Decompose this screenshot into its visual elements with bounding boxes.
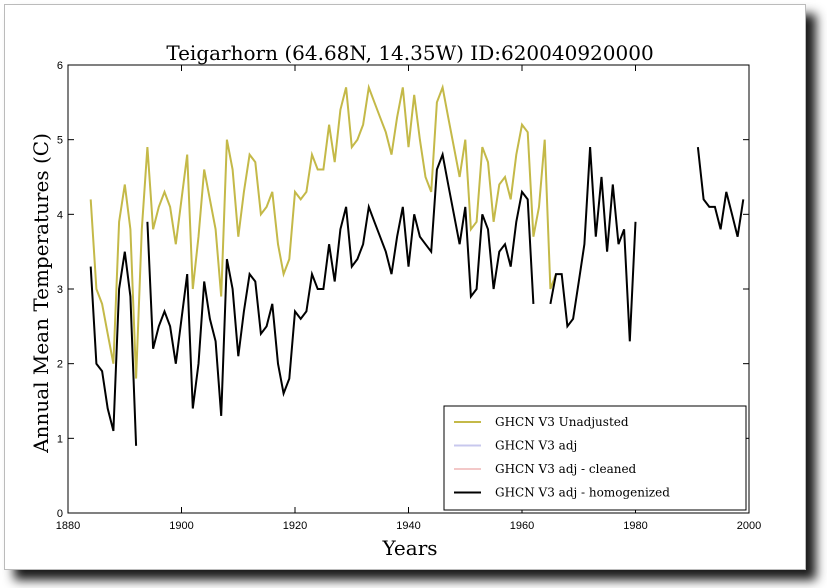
x-tick-label: 1880 [56, 520, 80, 532]
legend-label-2: GHCN V3 adj - cleaned [495, 462, 637, 476]
legend-label-1: GHCN V3 adj [495, 439, 577, 453]
chart-svg: Teigarhorn (64.68N, 14.35W) ID:620040920… [29, 41, 761, 560]
x-axis-label: Years [381, 536, 437, 560]
x-tick-label: 1920 [283, 520, 307, 532]
x-tick-label: 1980 [623, 520, 647, 532]
legend-box [443, 405, 747, 511]
legend: GHCN V3 Unadjusted GHCN V3 adj GHCN V3 adj… [443, 405, 747, 511]
legend-label-3: GHCN V3 adj - homogenized [495, 486, 670, 500]
y-tick-label: 0 [57, 508, 63, 520]
y-tick-label: 2 [57, 359, 63, 371]
y-tick-label: 6 [57, 60, 63, 72]
y-tick-label: 3 [57, 284, 63, 296]
series-line-ghcn-v3-adj-homogenized-seg2 [549, 147, 637, 342]
legend-label-0: GHCN V3 Unadjusted [495, 415, 629, 429]
series-line-ghcn-v3-unadjusted [89, 83, 557, 379]
chart-frame: Teigarhorn (64.68N, 14.35W) ID:620040920… [4, 4, 806, 570]
x-tick-label: 1940 [396, 520, 420, 532]
y-tick-label: 1 [57, 433, 63, 445]
y-tick-label: 4 [57, 209, 63, 221]
series-line-ghcn-v3-adj-homogenized-seg3 [696, 146, 745, 237]
plot-area [89, 83, 745, 446]
y-axis-label: Annual Mean Temperatures (C) [29, 133, 53, 454]
chart-title: Teigarhorn (64.68N, 14.35W) ID:620040920… [166, 41, 653, 65]
series-line-ghcn-v3-adj-homogenized-seg0 [89, 251, 138, 446]
x-tick-label: 1900 [169, 520, 193, 532]
x-tick-label: 1960 [510, 520, 534, 532]
y-tick-label: 5 [57, 135, 63, 147]
x-tick-label: 2000 [737, 520, 761, 532]
axes: 1880 1900 1920 1940 1960 1980 2000 0 1 2 3 4 5 6 [56, 60, 761, 532]
series-line-ghcn-v3-adj-homogenized-seg1 [146, 150, 535, 416]
